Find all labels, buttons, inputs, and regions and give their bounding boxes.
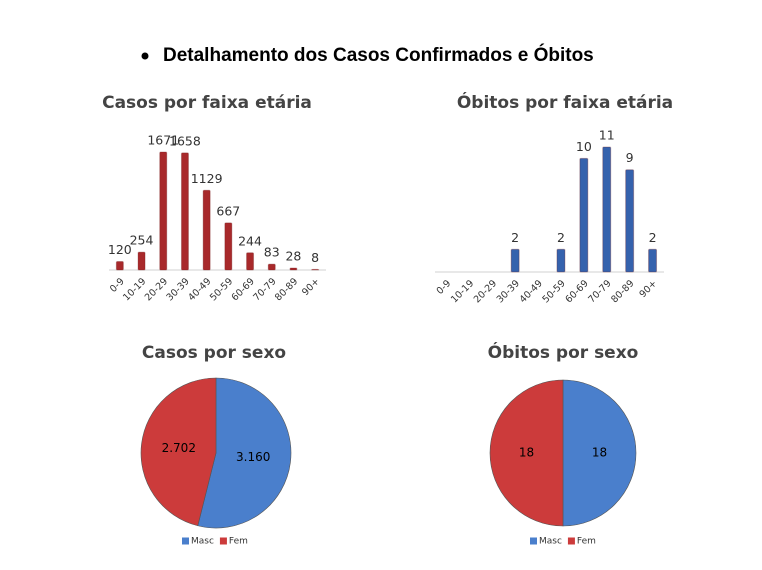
bar (115, 261, 124, 271)
x-tick-label: 40-49 (186, 276, 213, 303)
legend-swatch (567, 537, 575, 545)
data-label: 11 (599, 128, 615, 143)
x-tick-label: 50-59 (208, 276, 235, 303)
bar (267, 263, 276, 271)
x-tick-label: 90+ (300, 276, 322, 298)
legend-swatch (182, 537, 189, 545)
bar (579, 157, 589, 273)
data-label: 9 (626, 150, 634, 165)
x-tick-label: 90+ (637, 278, 659, 300)
chart-title: Óbitos por sexo (488, 341, 639, 363)
bar (510, 248, 520, 273)
data-label: 2 (511, 230, 519, 245)
bar (311, 268, 320, 271)
data-label: 18 (519, 446, 534, 460)
data-label: 18 (592, 446, 607, 460)
bar (246, 252, 255, 271)
bar (625, 169, 635, 273)
x-tick-label: 60-69 (563, 278, 590, 305)
pie-slice (140, 377, 217, 527)
x-tick-label: 70-79 (251, 276, 278, 303)
x-tick-label: 30-39 (165, 276, 192, 303)
data-label: 254 (130, 233, 154, 248)
chart-title: Casos por sexo (142, 343, 286, 363)
x-tick-label: 80-89 (273, 276, 300, 303)
legend-label: Fem (229, 537, 248, 547)
data-label: 2.702 (162, 441, 196, 455)
legend-label: Masc (191, 537, 214, 547)
data-label: 28 (285, 249, 301, 264)
data-label: 3.160 (236, 450, 270, 464)
legend-label: Fem (577, 537, 596, 547)
data-label: 10 (576, 139, 592, 154)
data-label: 2 (557, 230, 565, 245)
data-label: 667 (216, 203, 240, 218)
x-tick-label: 60-69 (230, 276, 257, 303)
x-tick-label: 20-29 (143, 276, 170, 303)
data-label: 8 (311, 250, 319, 265)
data-label: 1658 (169, 133, 201, 148)
x-tick-label: 40-49 (518, 278, 545, 305)
chart-title: Casos por faixa etária (102, 93, 312, 113)
bullet (141, 52, 149, 60)
pie-slice (197, 377, 292, 529)
pie-slice (562, 379, 637, 527)
legend-swatch (530, 537, 537, 545)
data-label: 244 (238, 233, 262, 248)
x-tick-label: 80-89 (609, 278, 636, 305)
data-label: 120 (108, 242, 132, 257)
bar (289, 267, 298, 271)
legend-label: Masc (539, 537, 562, 547)
bar (159, 151, 168, 271)
heading: Detalhamento dos Casos Confirmados e Óbi… (163, 44, 594, 66)
data-label: 83 (264, 245, 280, 260)
data-label: 1129 (191, 171, 223, 186)
legend-swatch (219, 537, 227, 545)
x-tick-label: 10-19 (449, 278, 476, 305)
pie-slice (489, 379, 564, 527)
bar (137, 251, 146, 271)
bar (602, 146, 612, 273)
x-tick-label: 70-79 (586, 278, 613, 305)
bar (224, 222, 233, 271)
data-label: 2 (649, 230, 657, 245)
bar (180, 152, 189, 271)
x-tick-label: 10-19 (121, 276, 148, 303)
bar (202, 189, 211, 271)
x-tick-label: 50-59 (541, 278, 568, 305)
bar (648, 248, 658, 273)
x-tick-label: 20-29 (472, 278, 499, 305)
x-tick-label: 0-9 (435, 278, 454, 297)
data-label: 1671 (147, 133, 179, 148)
bar (556, 248, 566, 273)
x-tick-label: 30-39 (495, 278, 522, 305)
chart-title: Óbitos por faixa etária (457, 91, 673, 113)
